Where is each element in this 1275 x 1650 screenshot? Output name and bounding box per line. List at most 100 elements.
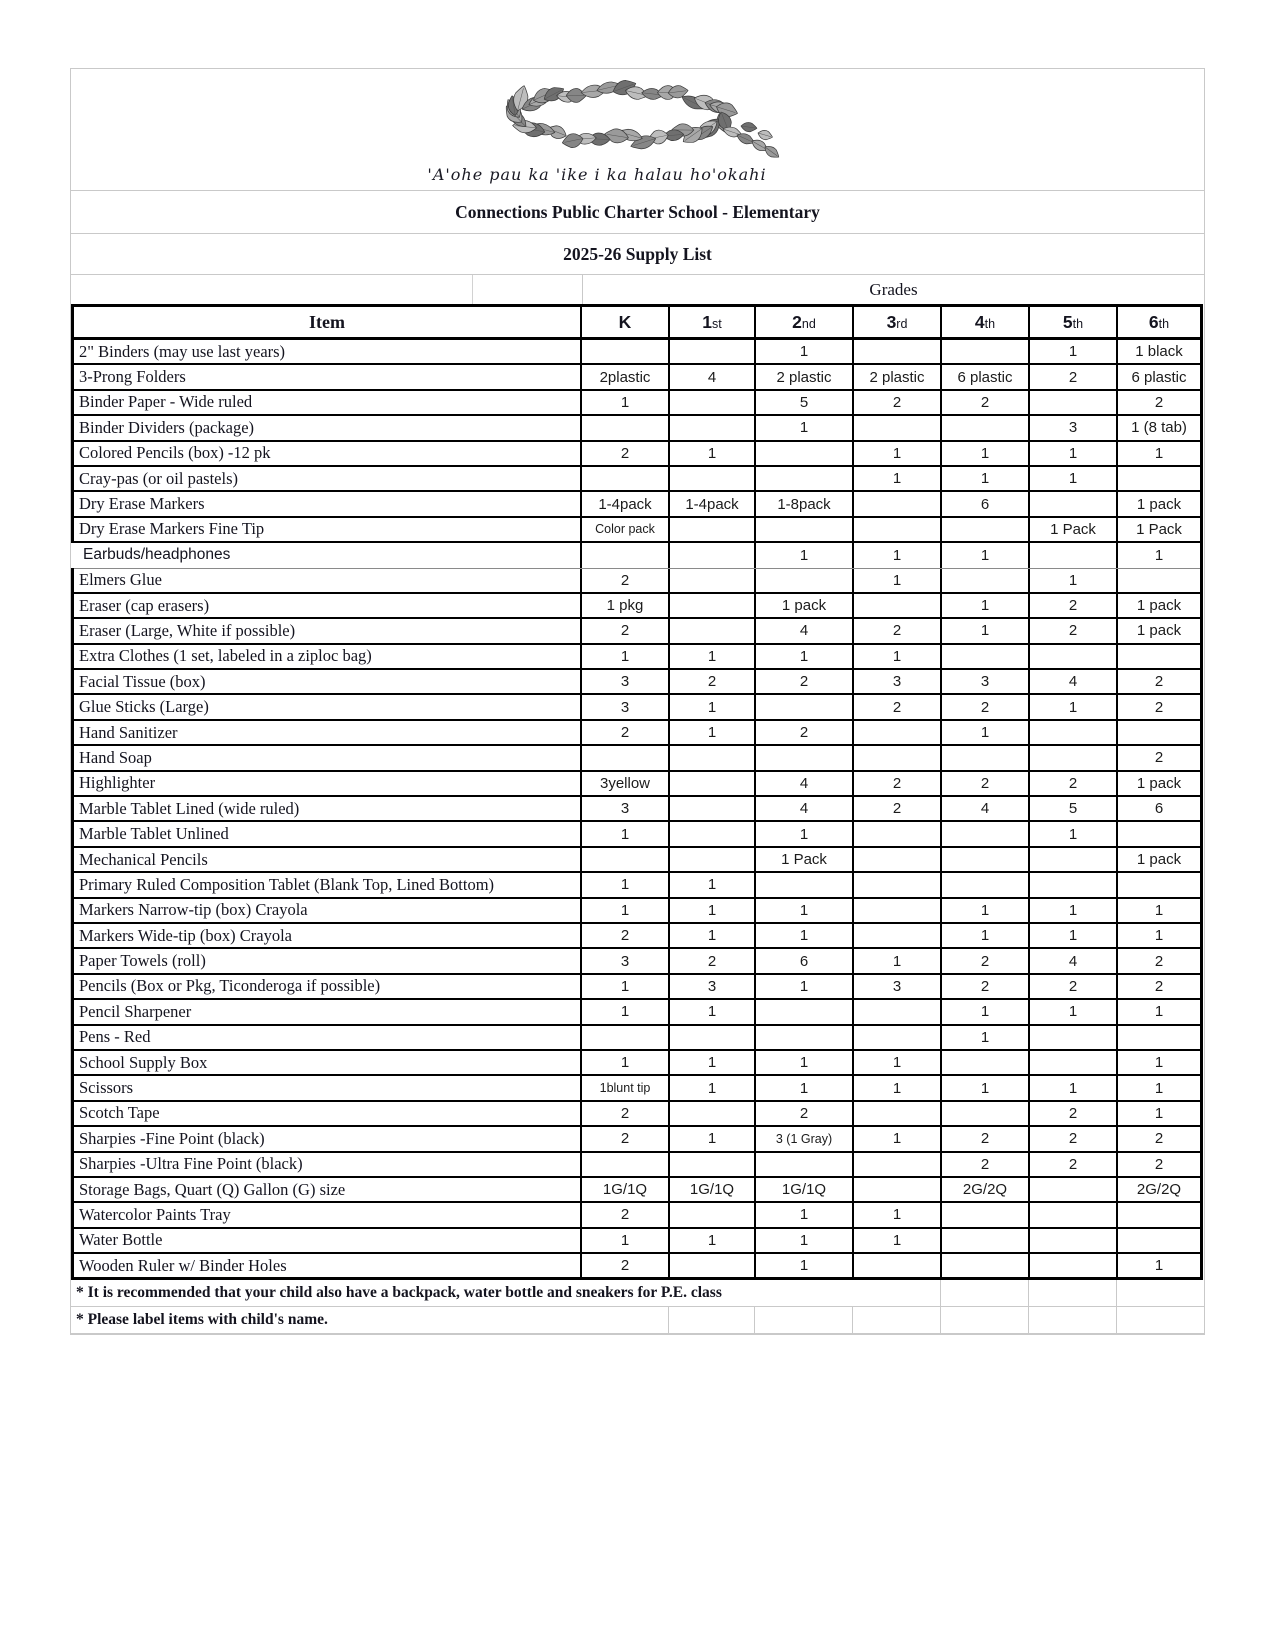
grade-quantity-cell: 1 pack [1136, 851, 1182, 868]
grade-quantity-cell [1030, 1050, 1118, 1075]
grade-suffix: nd [801, 316, 816, 331]
grade-quantity-cell: 1 [756, 898, 854, 922]
grade-suffix: st [712, 316, 722, 331]
grade-quantity-cell: 2G/2Q [1136, 1181, 1182, 1199]
grade-quantity-cell: 4 [942, 797, 1030, 821]
grade-quantity-cell: 2plastic [582, 365, 670, 389]
grade-quantity-cell: 2 [582, 1254, 670, 1278]
item-label: Highlighter [74, 771, 582, 796]
grade-quantity-cell [854, 720, 942, 745]
item-label: Dry Erase Markers [74, 492, 582, 516]
grade-quantity-cell [670, 568, 756, 592]
grade-quantity-cell [942, 1228, 1030, 1253]
grade-quantity-cell: 1 [1030, 568, 1118, 592]
item-label: Extra Clothes (1 set, labeled in a ziplo… [74, 644, 582, 669]
grade-quantity-cell [942, 746, 1030, 770]
grade-quantity-cell: 2 [582, 1101, 670, 1126]
grade-quantity-cell: 1 [756, 543, 854, 568]
grade-quantity-cell [942, 340, 1030, 364]
grade-quantity-cell [756, 568, 854, 592]
table-row: Sharpies -Ultra Fine Point (black) 2 2 2 [74, 1152, 1200, 1178]
item-label: Pens - Red [74, 1025, 582, 1049]
grade-quantity-cell [582, 340, 670, 364]
school-title: Connections Public Charter School - Elem… [71, 191, 1204, 234]
grade-quantity-cell: 4 [670, 365, 756, 389]
grade-quantity-cell [1030, 492, 1118, 516]
grade-quantity-cell [942, 1101, 1030, 1126]
grade-quantity-cell [1118, 822, 1200, 845]
table-row: Mechanical Pencils 1 Pack 1 pack [74, 847, 1200, 874]
grade-quantity-cell: 1 [582, 1228, 670, 1253]
grade-quantity-cell: 3 [582, 670, 670, 694]
grade-quantity-cell [670, 543, 756, 568]
grade-quantity-cell [582, 1152, 670, 1176]
grade-quantity-cell: 1 [1154, 1257, 1164, 1275]
grade-quantity-cell: 1 [582, 873, 670, 897]
item-label: Colored Pencils (box) -12 pk [74, 441, 582, 465]
grade-quantity-cell: 1 pack [1136, 774, 1182, 792]
grade-quantity-cell: 4 [756, 619, 854, 643]
grade-quantity-cell [1030, 720, 1118, 745]
table-row: Extra Clothes (1 set, labeled in a ziplo… [74, 644, 1200, 671]
grade-quantity-cell [582, 543, 670, 568]
grade-quantity-cell: 1 [670, 1228, 756, 1253]
grade-quantity-cell [1118, 467, 1200, 490]
grade-quantity-cell: 1 [670, 720, 756, 745]
item-label: Storage Bags, Quart (Q) Gallon (G) size [74, 1177, 582, 1202]
grade-quantity-cell: 2 [942, 974, 1030, 999]
grade-number: 4 [974, 311, 985, 332]
table-body: 2" Binders (may use last years) 1 1 1 black… [71, 340, 1200, 1278]
table-row: Glue Sticks (Large) 3 1 2 2 1 2 [74, 695, 1200, 721]
grade-quantity-cell: 1G/1Q [582, 1177, 670, 1202]
grade-quantity-cell: 1 [582, 390, 670, 415]
grade-suffix: th [1158, 316, 1170, 331]
item-label: Pencils (Box or Pkg, Ticonderoga if poss… [74, 974, 582, 999]
grade-quantity-cell: 1 [1154, 444, 1164, 462]
grade-quantity-cell: 1 [1154, 1104, 1164, 1122]
item-column-header: Item [74, 307, 582, 337]
grade-quantity-cell [942, 416, 1030, 440]
grade-quantity-cell: 2 [854, 390, 942, 415]
grade-quantity-cell: 1 [1154, 1003, 1164, 1021]
grade-quantity-cell [756, 1152, 854, 1176]
table-row: Highlighter 3yellow 4 2 2 2 1 pack [74, 771, 1200, 798]
grade-quantity-cell: 2 [582, 1203, 670, 1227]
item-label: School Supply Box [74, 1050, 582, 1075]
item-label: Eraser (Large, White if possible) [74, 619, 582, 643]
table-row: Scotch Tape 2 2 2 1 [74, 1101, 1200, 1128]
grade-quantity-cell [1118, 873, 1200, 896]
grade-quantity-cell [582, 466, 670, 491]
grade-quantity-cell: 2 plastic [756, 365, 854, 389]
grade-quantity-cell: 4 [1030, 670, 1118, 694]
grade-quantity-cell: 2 [756, 670, 854, 694]
grade-quantity-cell: 1 [582, 1050, 670, 1075]
grades-band-spacer [473, 275, 583, 304]
grade-quantity-cell: 1-4pack [670, 492, 756, 516]
grade-quantity-cell: 1 Pack [1136, 520, 1182, 538]
grade-quantity-cell: 1 [854, 441, 942, 465]
grade-quantity-cell: 2 [942, 390, 1030, 415]
grade-quantity-cell: 1 [942, 466, 1030, 491]
grade-quantity-cell: 4 [1030, 949, 1118, 973]
item-label: Mechanical Pencils [74, 847, 582, 872]
item-label: Binder Paper - Wide ruled [74, 390, 582, 415]
grade-quantity-cell: 1 [854, 466, 942, 491]
grade-quantity-cell [756, 1000, 854, 1024]
grade-quantity-cell: 1 [670, 644, 756, 669]
grade-quantity-cell: 1 [756, 340, 854, 364]
grade-quantity-cell [582, 746, 670, 770]
grade-quantity-cell [670, 1203, 756, 1227]
grade-quantity-cell: 6 [1154, 800, 1164, 818]
table-row: Storage Bags, Quart (Q) Gallon (G) size 1… [74, 1177, 1200, 1204]
grade-quantity-cell: 2 [1154, 393, 1164, 411]
grade-quantity-cell: 6 [942, 492, 1030, 516]
grade-quantity-cell: 1 Pack [1030, 517, 1118, 542]
grade-quantity-cell [854, 923, 942, 948]
footnote-empty-cell [1029, 1280, 1117, 1307]
grade-number: 2 [792, 311, 802, 332]
grade-suffix: th [984, 316, 996, 331]
